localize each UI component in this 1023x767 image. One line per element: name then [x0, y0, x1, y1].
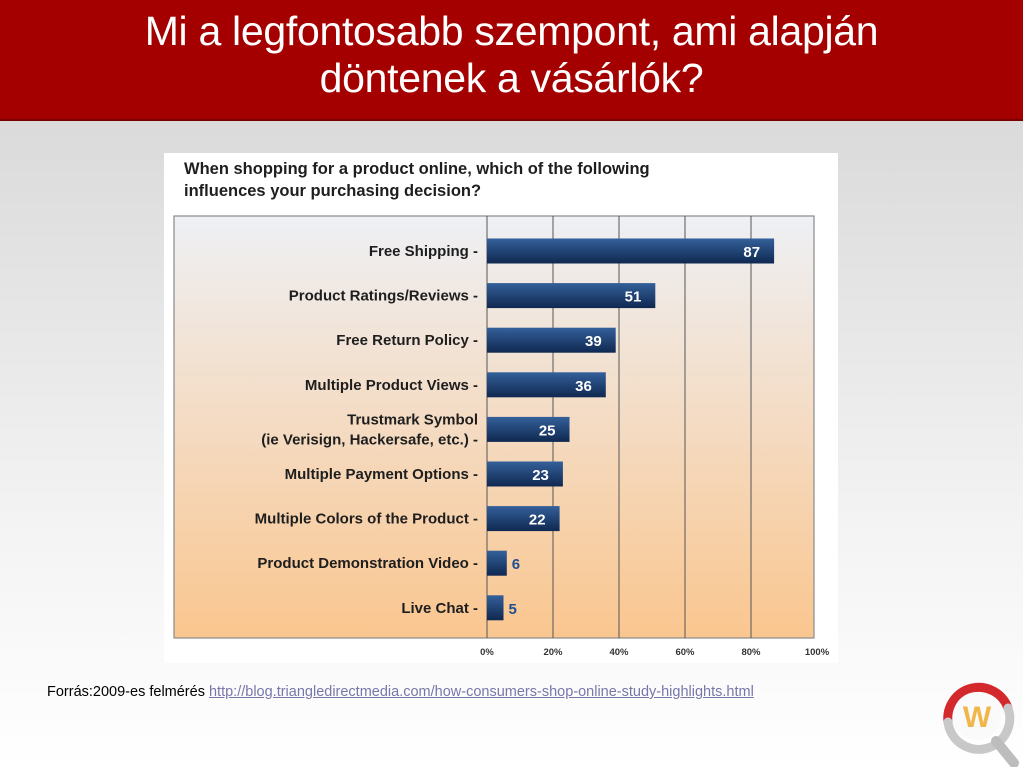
slide-title-line-2: döntenek a vásárlók? [319, 55, 704, 101]
bar-value-label: 5 [509, 601, 517, 618]
category-label: Product Ratings/Reviews - [289, 288, 478, 305]
source-text: Forrás:2009-es felmérés [47, 684, 205, 700]
x-tick-label: 20% [543, 647, 563, 658]
bar [487, 550, 507, 576]
category-label: Multiple Payment Options - [285, 466, 478, 483]
bar-value-label: 39 [585, 333, 602, 350]
source-line: Forrás:2009-es felmérés http://blog.tria… [47, 684, 947, 700]
bar-value-label: 22 [529, 512, 546, 529]
title-bar: Mi a legfontosabb szempont, ami alapján … [0, 0, 1023, 121]
bar [487, 327, 616, 353]
x-tick-label: 60% [675, 647, 695, 658]
x-tick-label: 100% [805, 647, 830, 658]
category-label: Product Demonstration Video - [257, 555, 478, 572]
logo-letter: W [963, 701, 992, 734]
bar-value-label: 25 [539, 422, 556, 439]
category-label: Live Chat - [401, 600, 478, 617]
chart-question-line-2: influences your purchasing decision? [184, 182, 482, 200]
bar-value-label: 51 [625, 289, 642, 306]
source-link[interactable]: http://blog.triangledirectmedia.com/how-… [208, 684, 754, 700]
category-label: Trustmark Symbol [347, 411, 478, 428]
magnifier-logo-icon: W [943, 682, 1019, 767]
slide-title-line-1: Mi a legfontosabb szempont, ami alapján [144, 8, 879, 54]
bar [487, 416, 570, 442]
x-tick-label: 0% [480, 647, 494, 658]
bar [487, 461, 563, 487]
slide-title: Mi a legfontosabb szempont, ami alapján … [0, 8, 1023, 102]
bar-chart: 0% 20% 40% 60% 80% 100% 87 Free Shipping - 51 Pro… [173, 215, 830, 658]
bar [487, 238, 775, 264]
chart-question-line-1: When shopping for a product online, whic… [184, 160, 650, 178]
chart-card: When shopping for a product online, whic… [164, 153, 838, 663]
bar [487, 283, 656, 309]
bar [487, 506, 560, 532]
category-label: Multiple Colors of the Product - [255, 511, 478, 528]
bar-value-label: 23 [532, 467, 549, 484]
category-label: Free Return Policy - [336, 332, 478, 349]
x-tick-label: 40% [609, 647, 629, 658]
bar-value-label: 87 [743, 244, 760, 261]
bar-value-label: 6 [512, 556, 520, 573]
bar [487, 595, 504, 621]
category-label: Multiple Product Views - [305, 377, 478, 394]
category-label: (ie Verisign, Hackersafe, etc.) - [261, 431, 478, 448]
x-tick-label: 80% [741, 647, 761, 658]
bar [487, 372, 606, 398]
category-label: Free Shipping - [369, 243, 478, 260]
bar-value-label: 36 [575, 378, 592, 395]
chart-question: When shopping for a product online, whic… [184, 158, 824, 202]
